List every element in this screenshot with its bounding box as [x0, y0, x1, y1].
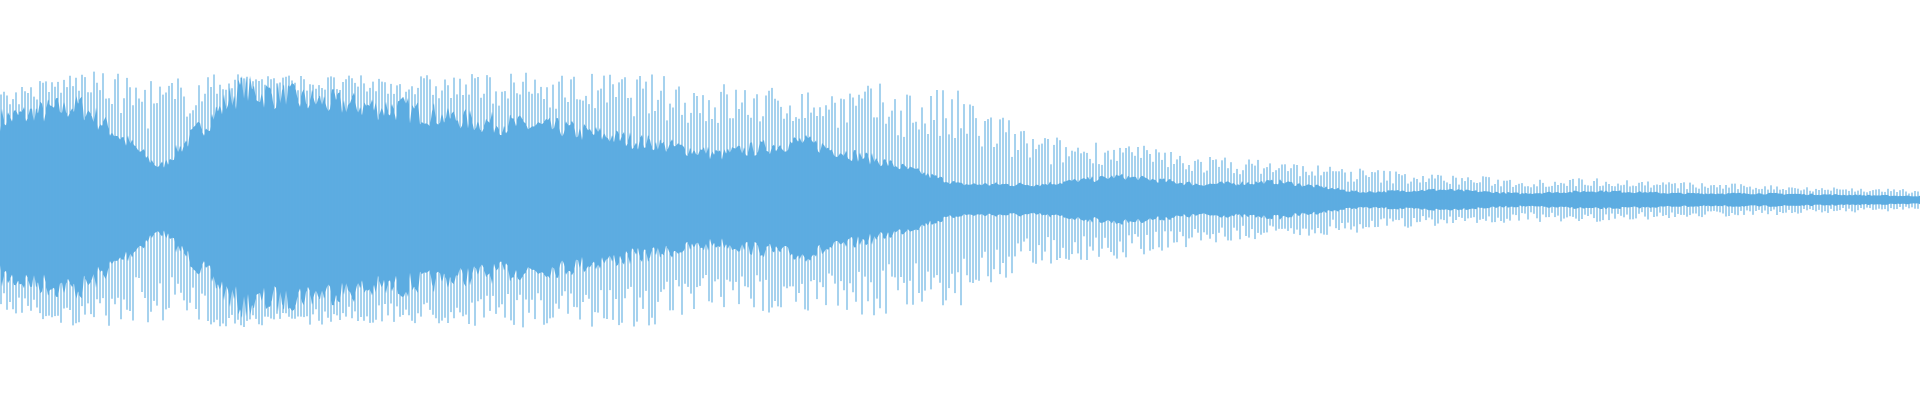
waveform-spikes: [0, 71, 1919, 328]
waveform-body: [0, 75, 1920, 318]
